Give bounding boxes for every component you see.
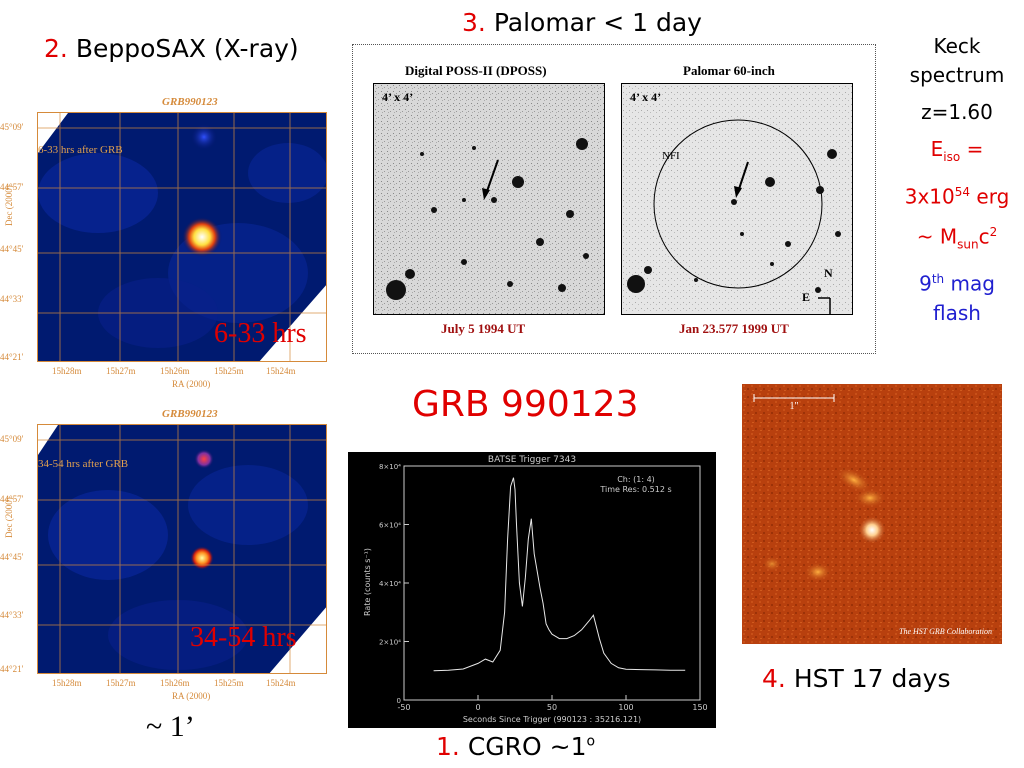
y-tick-label: 0 — [397, 697, 401, 705]
ytick: 44°57' — [0, 494, 24, 504]
east-label: E — [802, 290, 811, 304]
x-axis-label: Seconds Since Trigger (990123 : 35216.12… — [463, 715, 641, 724]
scale-label: ~ 1’ — [146, 710, 195, 743]
sax-note: 6-33 hrs after GRB — [38, 144, 123, 156]
chart-info-2: Time Res: 0.512 s — [599, 485, 671, 494]
xtick: 15h27m — [106, 366, 136, 376]
ytick: 44°21' — [0, 352, 24, 362]
xtick: 15h25m — [214, 366, 244, 376]
sax-panel-1: GRB990123 — [0, 96, 335, 396]
x-tick-label: 0 — [475, 703, 480, 712]
dposs-heading: Digital POSS-II (DPOSS) — [405, 63, 547, 78]
y-tick-label: 8×10⁴ — [379, 463, 401, 471]
beppo-label: 2. BeppoSAX (X-ray) — [44, 34, 299, 63]
nfi-label: NFI — [662, 150, 680, 162]
x-tick-label: 150 — [692, 703, 707, 712]
redshift: z=1.60 — [921, 100, 993, 124]
sax-panel-2: GRB990123 — [0, 408, 335, 708]
eiso: Eiso = — [930, 137, 984, 164]
sax-big-label: 6-33 hrs — [214, 318, 307, 349]
ra-label: RA (2000) — [172, 379, 211, 389]
ytick: 45°09' — [0, 434, 24, 444]
nfi-circle — [653, 119, 823, 289]
xray-field — [38, 113, 326, 361]
ra-label: RA (2000) — [172, 691, 211, 701]
xray-field — [38, 425, 326, 673]
dec-label: Dec (2000) — [4, 497, 14, 538]
sax-note: 34-54 hrs after GRB — [38, 458, 129, 470]
hst-credit: The HST GRB Collaboration — [899, 627, 992, 636]
arrow-icon — [482, 159, 499, 200]
batse-plot: BATSE Trigger 7343 Ch: (1: 4) Time Res: … — [363, 455, 708, 724]
y-axis-label: Rate (counts s⁻¹) — [363, 548, 372, 616]
ytick: 44°33' — [0, 294, 24, 304]
xtick: 15h25m — [214, 678, 244, 688]
dposs-image: 4’ x 4’ — [373, 83, 605, 315]
ytick: 44°45' — [0, 552, 24, 562]
sax-image — [37, 424, 327, 674]
ytick: 44°57' — [0, 182, 24, 192]
ytick: 44°21' — [0, 664, 24, 674]
dposs-date: July 5 1994 UT — [441, 321, 526, 336]
hst-image: 1" The HST GRB Collaboration — [742, 384, 1002, 644]
size-label: 4’ x 4’ — [630, 90, 662, 104]
batse-chart: BATSE Trigger 7343 Ch: (1: 4) Time Res: … — [348, 452, 716, 728]
ytick: 44°45' — [0, 244, 24, 254]
size-label: 4’ x 4’ — [382, 90, 414, 104]
keck-subtitle: spectrum — [909, 63, 1005, 87]
keck-title: Keck — [933, 34, 981, 58]
xtick: 15h27m — [106, 678, 136, 688]
hst-label: 4. HST 17 days — [762, 664, 951, 693]
dposs-field — [374, 84, 604, 314]
keck-column: Keck spectrum z=1.60 Eiso = 3x1054 erg ~… — [890, 32, 1024, 328]
light-curve-line — [433, 477, 686, 672]
xtick: 15h24m — [266, 678, 296, 688]
chart-title: BATSE Trigger 7343 — [488, 455, 576, 465]
p60-image: 4’ x 4’ NFI N E — [621, 83, 853, 315]
sax-title: GRB990123 — [162, 408, 218, 420]
ytick: 45°09' — [0, 122, 24, 132]
sax-title: GRB990123 — [162, 96, 218, 108]
xtick: 15h28m — [52, 678, 82, 688]
dec-label: Dec (2000) — [4, 185, 14, 226]
p60-heading: Palomar 60-inch — [683, 63, 775, 78]
ytick: 44°33' — [0, 610, 24, 620]
mag: 9th mag — [919, 271, 995, 296]
compass-icon — [818, 297, 831, 314]
scale-text: 1" — [789, 401, 798, 412]
y-tick-label: 6×10⁴ — [379, 522, 401, 530]
p60-date: Jan 23.577 1999 UT — [679, 321, 789, 336]
xtick: 15h26m — [160, 366, 190, 376]
msun: ~ Msunc2 — [916, 224, 998, 252]
slide-title: GRB 990123 — [412, 384, 639, 425]
x-tick-label: -50 — [397, 703, 410, 712]
sax-image — [37, 112, 327, 362]
energy: 3x1054 erg — [904, 184, 1010, 209]
x-tick-label: 50 — [547, 703, 557, 712]
plot-frame — [403, 465, 701, 701]
palomar-box: Digital POSS-II (DPOSS) Palomar 60-inch — [352, 44, 876, 354]
hst-field: 1" The HST GRB Collaboration — [742, 384, 1002, 644]
cgro-label: 1. CGRO ~1o — [436, 732, 596, 761]
sax-big-label: 34-54 hrs — [190, 622, 297, 653]
y-tick-label: 2×10⁴ — [379, 639, 401, 647]
xtick: 15h26m — [160, 678, 190, 688]
palomar-label: 3. Palomar < 1 day — [462, 8, 702, 37]
p60-field — [622, 84, 852, 314]
flash: flash — [933, 300, 981, 325]
chart-info-1: Ch: (1: 4) — [617, 475, 655, 484]
y-tick-label: 4×10⁴ — [379, 580, 401, 588]
north-label: N — [824, 266, 833, 280]
x-tick-label: 100 — [618, 703, 633, 712]
xtick: 15h24m — [266, 366, 296, 376]
xtick: 15h28m — [52, 366, 82, 376]
arrow-icon — [734, 161, 749, 198]
